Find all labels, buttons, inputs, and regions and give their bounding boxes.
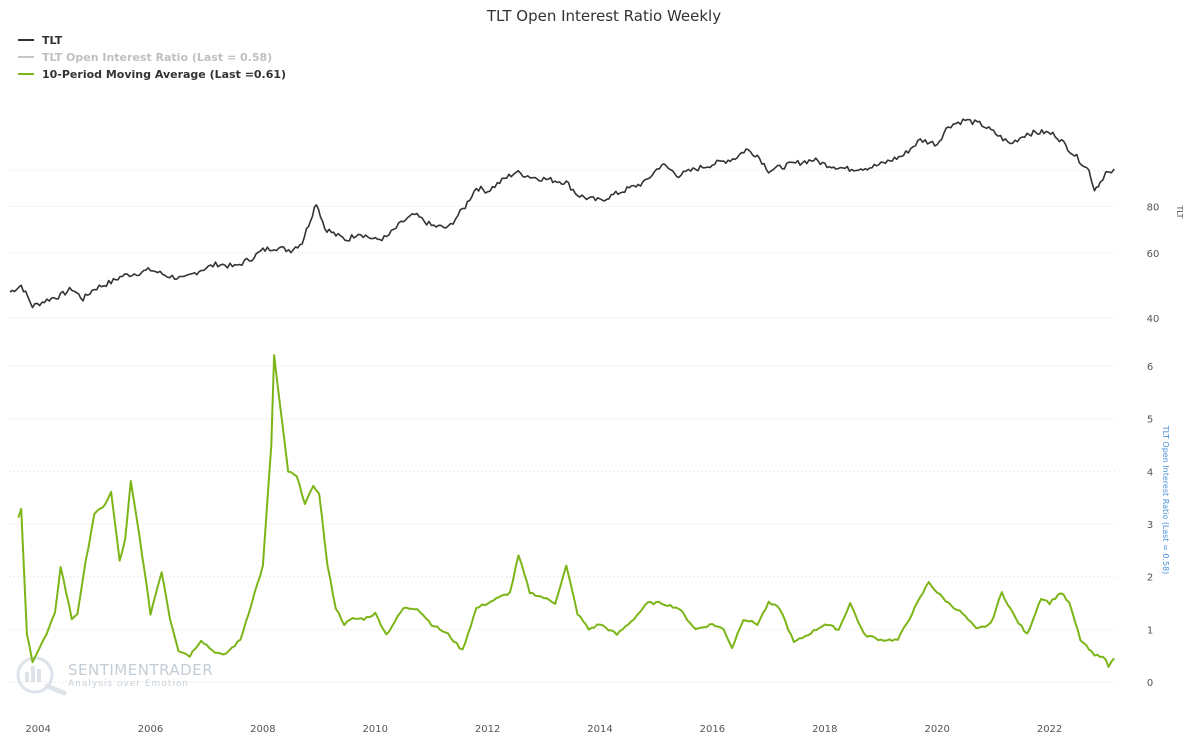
legend-label-tlt: TLT bbox=[42, 34, 63, 47]
legend-item-ma[interactable]: 10-Period Moving Average (Last =0.61) bbox=[18, 68, 286, 81]
moving-average-line bbox=[17, 354, 1115, 668]
upper-y-axis-ticks: 40 60 80 bbox=[1147, 203, 1160, 326]
x-tick-label: 2008 bbox=[250, 724, 275, 735]
x-tick-label: 2014 bbox=[587, 724, 612, 735]
lower-panel-gridlines bbox=[10, 365, 1117, 683]
legend-label-ma: 10-Period Moving Average (Last =0.61) bbox=[42, 68, 286, 81]
watermark-tagline: Analysis over Emotion bbox=[68, 679, 189, 689]
legend: TLT TLT Open Interest Ratio (Last = 0.58)… bbox=[18, 34, 286, 81]
lower-axis-label: TLT Open Interest Ratio (Last = 0.58) bbox=[1161, 425, 1170, 575]
legend-item-tlt[interactable]: TLT bbox=[18, 34, 63, 47]
lower-y-axis-ticks: 0 1 2 3 4 5 6 bbox=[1147, 362, 1153, 689]
lower-y-tick-label: 0 bbox=[1147, 678, 1153, 689]
lower-y-tick-label: 6 bbox=[1147, 362, 1153, 373]
x-tick-label: 2006 bbox=[138, 724, 163, 735]
lower-panel-series bbox=[17, 354, 1115, 668]
lower-y-tick-label: 4 bbox=[1147, 467, 1153, 478]
legend-item-ratio[interactable]: TLT Open Interest Ratio (Last = 0.58) bbox=[18, 51, 272, 64]
lower-y-tick-label: 3 bbox=[1147, 520, 1153, 531]
legend-label-ratio: TLT Open Interest Ratio (Last = 0.58) bbox=[42, 51, 272, 64]
lower-y-tick-label: 1 bbox=[1147, 625, 1153, 636]
x-tick-label: 2018 bbox=[812, 724, 837, 735]
tlt-price-line bbox=[9, 118, 1115, 309]
x-axis-ticks: 2004 2006 2008 2010 2012 2014 2016 2018 2020 2022 bbox=[25, 724, 1062, 735]
lower-y-tick-label: 2 bbox=[1147, 573, 1153, 584]
x-tick-label: 2012 bbox=[475, 724, 500, 735]
chart-title: TLT Open Interest Ratio Weekly bbox=[486, 7, 721, 25]
x-tick-label: 2022 bbox=[1037, 724, 1062, 735]
upper-y-tick-label: 60 bbox=[1147, 249, 1160, 260]
x-tick-label: 2020 bbox=[924, 724, 949, 735]
upper-panel-gridlines bbox=[10, 170, 1117, 319]
watermark-logo-icon bbox=[16, 656, 67, 696]
upper-y-tick-label: 40 bbox=[1147, 314, 1160, 325]
x-tick-label: 2010 bbox=[363, 724, 388, 735]
x-tick-label: 2004 bbox=[25, 724, 50, 735]
upper-y-tick-label: 80 bbox=[1147, 203, 1160, 214]
lower-y-tick-label: 5 bbox=[1147, 415, 1153, 426]
sentimentrader-watermark: SENTIMENTRADER Analysis over Emotion bbox=[16, 656, 213, 696]
watermark-brand: SENTIMENTRADER bbox=[68, 661, 213, 679]
x-tick-label: 2016 bbox=[700, 724, 725, 735]
upper-axis-label: TLT bbox=[1175, 204, 1184, 218]
upper-panel-series bbox=[9, 118, 1115, 309]
